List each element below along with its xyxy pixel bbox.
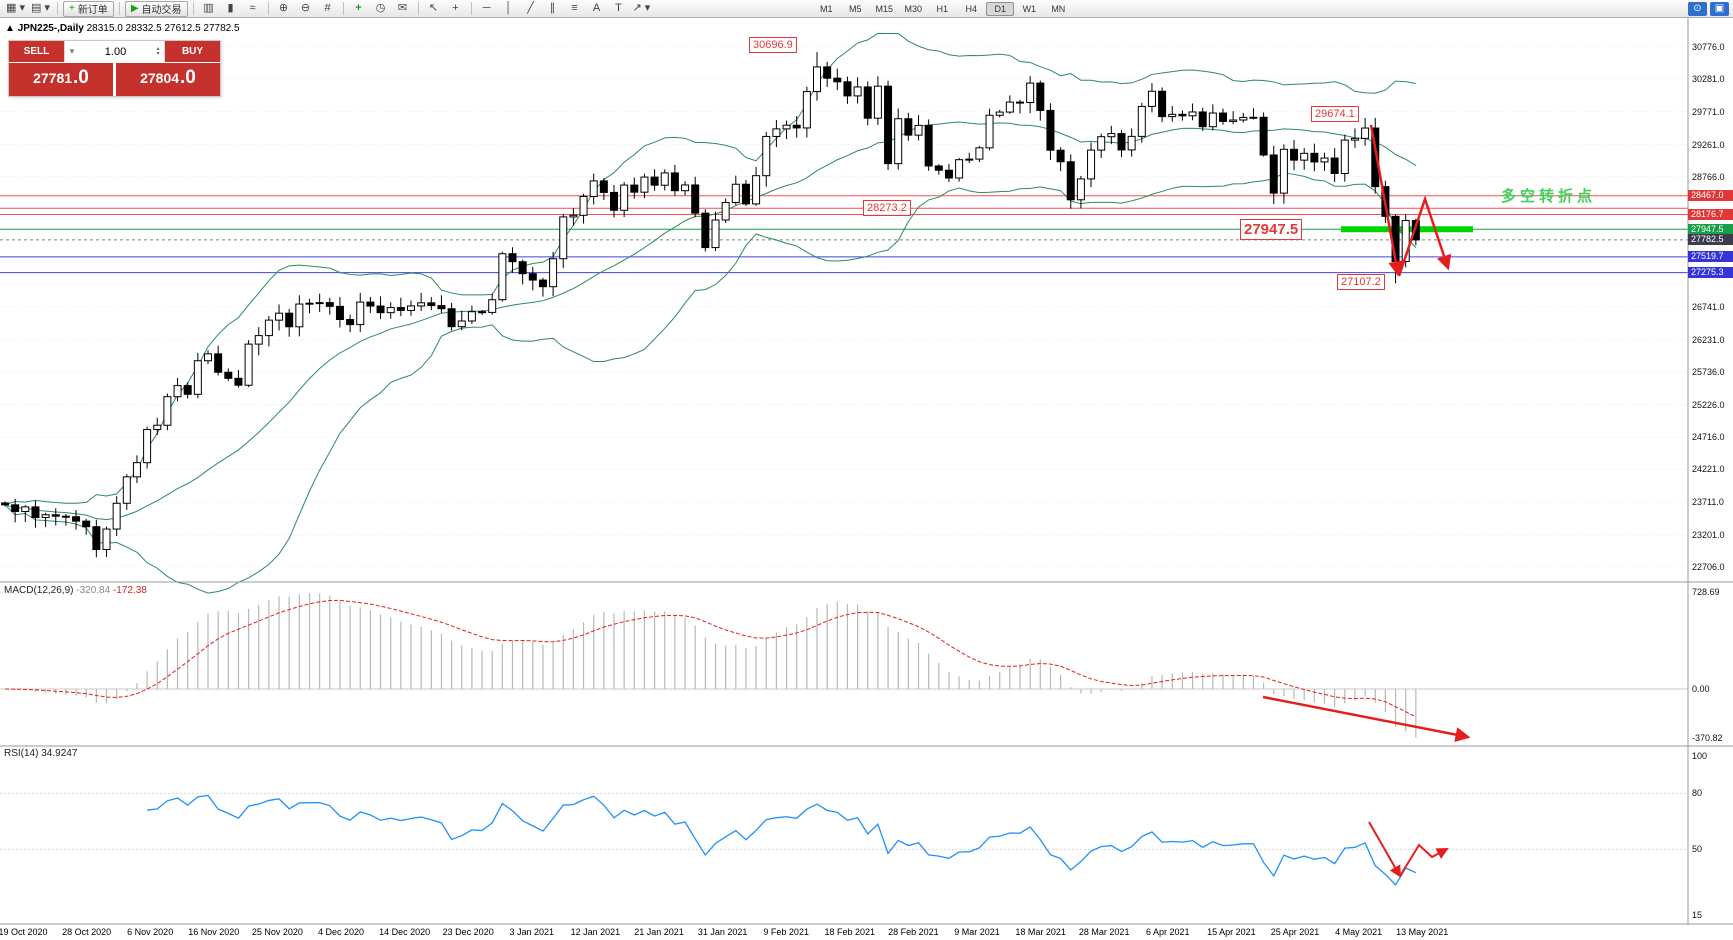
timeframe-m5-button[interactable]: M5: [849, 3, 862, 14]
timeframe-w1-button[interactable]: W1: [1022, 3, 1037, 14]
rsi-zigzag-arrow: [1399, 843, 1449, 877]
chart-symbol-title: ▲ JPN225-,Daily 28315.0 28332.5 27612.5 …: [5, 23, 240, 34]
channel-icon[interactable]: ∥: [549, 2, 556, 14]
toolbar-separator: [267, 2, 269, 15]
line-chart-mode-icon[interactable]: ≈: [249, 2, 256, 14]
volume-dropdown-icon[interactable]: ▾: [69, 46, 75, 56]
new-chart-button[interactable]: ▦ ▾: [6, 2, 25, 14]
volume-field[interactable]: ▾ 1.00 ▴ ▾: [64, 41, 165, 62]
autotrade-button-label: 自动交易: [141, 5, 182, 16]
trading-panel-price-row: 27781 .0 27804 .0: [9, 63, 220, 96]
search-icon[interactable]: ⊙: [1688, 1, 1707, 16]
toolbar-separator: [118, 2, 120, 15]
rsi-label: RSI(14) 34.9247: [4, 748, 77, 759]
timeframe-h4-button[interactable]: H4: [965, 3, 978, 14]
price-drop-arrow-1: [1369, 124, 1404, 277]
text-icon[interactable]: A: [592, 2, 601, 14]
candle-wicks: [4, 52, 1417, 558]
fibonacci-icon[interactable]: ≡: [571, 2, 578, 14]
toolbar-separator: [342, 2, 344, 15]
vertical-line-icon[interactable]: │: [505, 2, 512, 14]
horizontal-line-icon[interactable]: ─: [482, 2, 491, 14]
symbol-ohlc: 28315.0 28332.5 27612.5 27782.5: [86, 23, 240, 34]
toolbar-separator: [192, 2, 194, 15]
arrows-tool-icon[interactable]: ↗ ▾: [632, 2, 651, 14]
macd-signal-value: -172.38: [112, 585, 147, 596]
timeframe-m1-button[interactable]: M1: [820, 3, 833, 14]
trading-panel-top-row: SELL ▾ 1.00 ▴ ▾ BUY: [9, 41, 220, 62]
toolbar-right-icons: ⊙ ▣: [1688, 1, 1729, 16]
rsi-value: 34.9247: [41, 748, 78, 759]
price-drop-arrow-2: [1397, 195, 1452, 277]
bollinger-upper-band: [4, 32, 1416, 506]
chart-collapse-icon[interactable]: ▲: [5, 23, 15, 34]
autotrade-button[interactable]: ▶ 自动交易: [124, 0, 188, 17]
macd-main-value: -320.84: [76, 585, 111, 596]
timeframe-m15-button[interactable]: M15: [875, 3, 894, 14]
profiles-button[interactable]: ▤ ▾: [30, 2, 50, 14]
timeframe-m30-button[interactable]: M30: [904, 3, 923, 14]
one-click-trading-panel: SELL ▾ 1.00 ▴ ▾ BUY 27781 .0 27804 .0: [8, 40, 221, 97]
volume-spinner[interactable]: ▴ ▾: [152, 45, 164, 57]
macd-name: MACD(12,26,9): [4, 585, 74, 596]
toolbar-separator: [470, 2, 472, 15]
rsi-name: RSI(14): [4, 748, 39, 759]
autotrade-icon: ▶: [130, 3, 139, 14]
cursor-icon[interactable]: ↖: [428, 2, 439, 14]
buy-price[interactable]: 27804 .0: [116, 63, 220, 96]
sell-button[interactable]: SELL: [9, 41, 64, 62]
timeframe-toolbar: M1 M5 M15 M30 H1 H4 D1 W1 MN: [812, 1, 1072, 16]
crosshair-icon[interactable]: +: [452, 2, 459, 14]
spinner-up-icon[interactable]: ▴: [156, 45, 160, 52]
rsi-line: [147, 794, 1417, 886]
sell-price-main: 27781: [33, 70, 73, 86]
new-order-button[interactable]: + 新订单: [62, 0, 114, 17]
label-icon[interactable]: T: [615, 2, 622, 14]
macd-trend-arrow: [1262, 695, 1471, 742]
bar-chart-mode-icon[interactable]: ▥: [203, 2, 214, 14]
macd-signal-line: [4, 599, 1417, 718]
bollinger-middle-band: [4, 121, 1417, 521]
spinner-down-icon[interactable]: ▾: [156, 50, 160, 57]
toolbar-icon-groups: ▦ ▾ ▤ ▾ + 新订单 ▶ 自动交易 ▥ ▮ ≈ ⊕ ⊖ # + ◷ ✉ ↖ + ─ │ ╱ ∥ ≡ A T ↗ ▾: [4, 0, 652, 17]
toolbar-separator: [417, 2, 419, 15]
zoom-in-icon[interactable]: ⊕: [278, 2, 289, 14]
buy-price-main: 27804: [140, 70, 180, 86]
symbol-name: JPN225-,Daily: [17, 23, 84, 34]
candles-layer: [1, 66, 1420, 551]
sell-price[interactable]: 27781 .0: [9, 63, 113, 96]
macd-histogram: [14, 593, 1417, 738]
toolbar-separator: [56, 2, 58, 15]
trendline-icon[interactable]: ╱: [527, 2, 534, 14]
sell-price-pips: .0: [73, 67, 89, 88]
rsi-drop-arrow: [1368, 821, 1401, 878]
main-toolbar: ▦ ▾ ▤ ▾ + 新订单 ▶ 自动交易 ▥ ▮ ≈ ⊕ ⊖ # + ◷ ✉ ↖ + ─ │ ╱ ∥ ≡ A T ↗ ▾ M1 M…: [0, 0, 1733, 18]
timeframe-d1-button[interactable]: D1: [986, 1, 1015, 16]
timeframe-mn-button[interactable]: MN: [1051, 3, 1066, 14]
candlestick-mode-icon[interactable]: ▮: [227, 2, 234, 14]
indicators-icon[interactable]: +: [355, 2, 362, 14]
new-order-icon: +: [68, 3, 75, 14]
zoom-out-icon[interactable]: ⊖: [300, 2, 311, 14]
data-window-icon[interactable]: ▣: [1710, 1, 1729, 16]
buy-price-pips: .0: [180, 67, 196, 88]
new-order-button-label: 新订单: [77, 5, 108, 16]
templates-icon[interactable]: ✉: [397, 2, 408, 14]
bollinger-lower-band: [4, 172, 1417, 594]
volume-value: 1.00: [104, 45, 127, 58]
timeframe-h1-button[interactable]: H1: [936, 3, 949, 14]
grid-icon[interactable]: #: [324, 2, 331, 14]
macd-label: MACD(12,26,9) -320.84 -172.38: [4, 585, 147, 596]
periods-icon[interactable]: ◷: [375, 2, 386, 14]
buy-button[interactable]: BUY: [165, 41, 220, 62]
